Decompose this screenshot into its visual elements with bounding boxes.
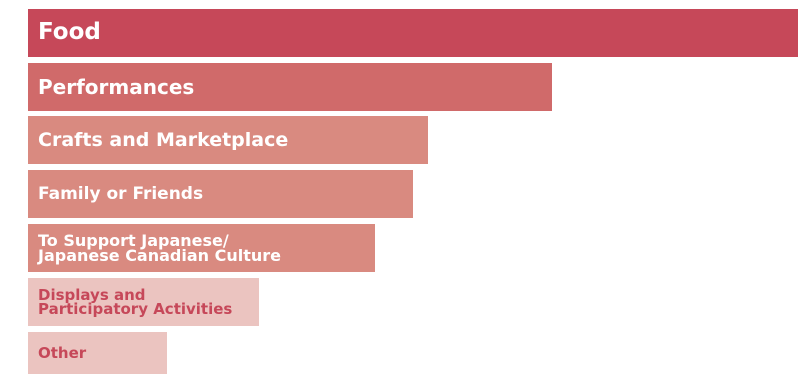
bar-label: Other bbox=[38, 343, 87, 362]
bar-3: Crafts and Marketplace bbox=[28, 116, 428, 164]
bar-label: To Support Japanese/Japanese Canadian Cu… bbox=[38, 230, 282, 265]
bar-label: Food bbox=[38, 19, 101, 46]
bar-7: Other bbox=[28, 332, 167, 374]
bar-label: Performances bbox=[38, 75, 195, 99]
bar-label: Crafts and Marketplace bbox=[38, 128, 289, 151]
bar-6: Displays and Participatory Activities bbox=[28, 278, 259, 326]
bar-2: Performances bbox=[28, 63, 552, 111]
bar-5: To Support Japanese/Japanese Canadian Cu… bbox=[28, 224, 375, 272]
bar-label: Family or Friends bbox=[38, 183, 204, 204]
bar-1: Food bbox=[28, 9, 798, 57]
bar-label: Displays and Participatory Activities bbox=[38, 285, 233, 318]
bar-4: Family or Friends bbox=[28, 170, 413, 218]
